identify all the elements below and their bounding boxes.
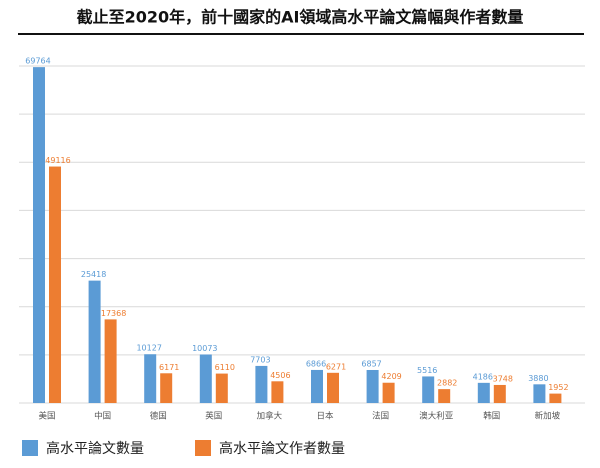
value-label: 2882	[437, 379, 457, 388]
x-tick-label: 澳大利亚	[419, 411, 454, 422]
value-label: 49116	[45, 156, 70, 165]
bar	[438, 389, 451, 403]
value-label: 4186	[473, 372, 493, 381]
bar	[160, 373, 173, 403]
bar	[255, 365, 268, 403]
value-label: 6271	[326, 362, 346, 371]
x-tick-label: 英国	[205, 411, 222, 422]
x-tick-label: 新加坡	[535, 411, 561, 422]
bar	[366, 369, 379, 403]
value-label: 3748	[493, 374, 513, 383]
x-tick-label: 中国	[94, 411, 111, 422]
value-label: 69764	[25, 57, 50, 66]
value-label: 1952	[548, 383, 568, 392]
x-tick-label: 韩国	[483, 411, 500, 422]
bar	[311, 369, 323, 403]
bar	[477, 382, 490, 403]
legend-label: 高水平論文作者數量	[219, 440, 345, 457]
x-tick-label: 德国	[150, 411, 167, 422]
value-label: 25418	[81, 270, 106, 279]
value-label: 17368	[101, 309, 126, 318]
bar	[215, 373, 228, 403]
bar	[549, 393, 562, 403]
legend-label: 高水平論文數量	[46, 440, 144, 457]
bar	[422, 376, 435, 403]
value-label: 7703	[250, 355, 270, 364]
x-tick-label: 法国	[372, 411, 389, 422]
value-label: 3880	[528, 374, 548, 383]
bar	[199, 354, 212, 403]
value-label: 4506	[270, 371, 290, 380]
chart-title: 截止至2020年，前十國家的AI領域高水平論文篇幅與作者數量	[77, 8, 524, 27]
value-label: 6171	[159, 363, 179, 372]
bar	[88, 280, 101, 403]
value-label: 6857	[361, 359, 381, 368]
x-tick-label: 美国	[38, 411, 55, 422]
x-tick-label: 加拿大	[257, 411, 283, 422]
legend-swatch	[195, 440, 211, 456]
bar	[104, 319, 117, 403]
bar	[271, 381, 284, 403]
bar	[49, 166, 61, 403]
bar	[327, 372, 339, 403]
bar	[493, 384, 506, 403]
x-tick-label: 日本	[316, 411, 334, 422]
bar	[144, 354, 157, 403]
value-label: 10127	[136, 344, 161, 353]
legend-swatch	[22, 440, 38, 456]
value-label: 6110	[215, 363, 235, 372]
bar	[533, 384, 546, 403]
value-label: 4209	[381, 372, 401, 381]
bar	[33, 67, 45, 403]
bar	[382, 382, 395, 403]
value-label: 6866	[306, 359, 326, 368]
value-label: 5516	[417, 366, 437, 375]
value-label: 10073	[192, 344, 217, 353]
